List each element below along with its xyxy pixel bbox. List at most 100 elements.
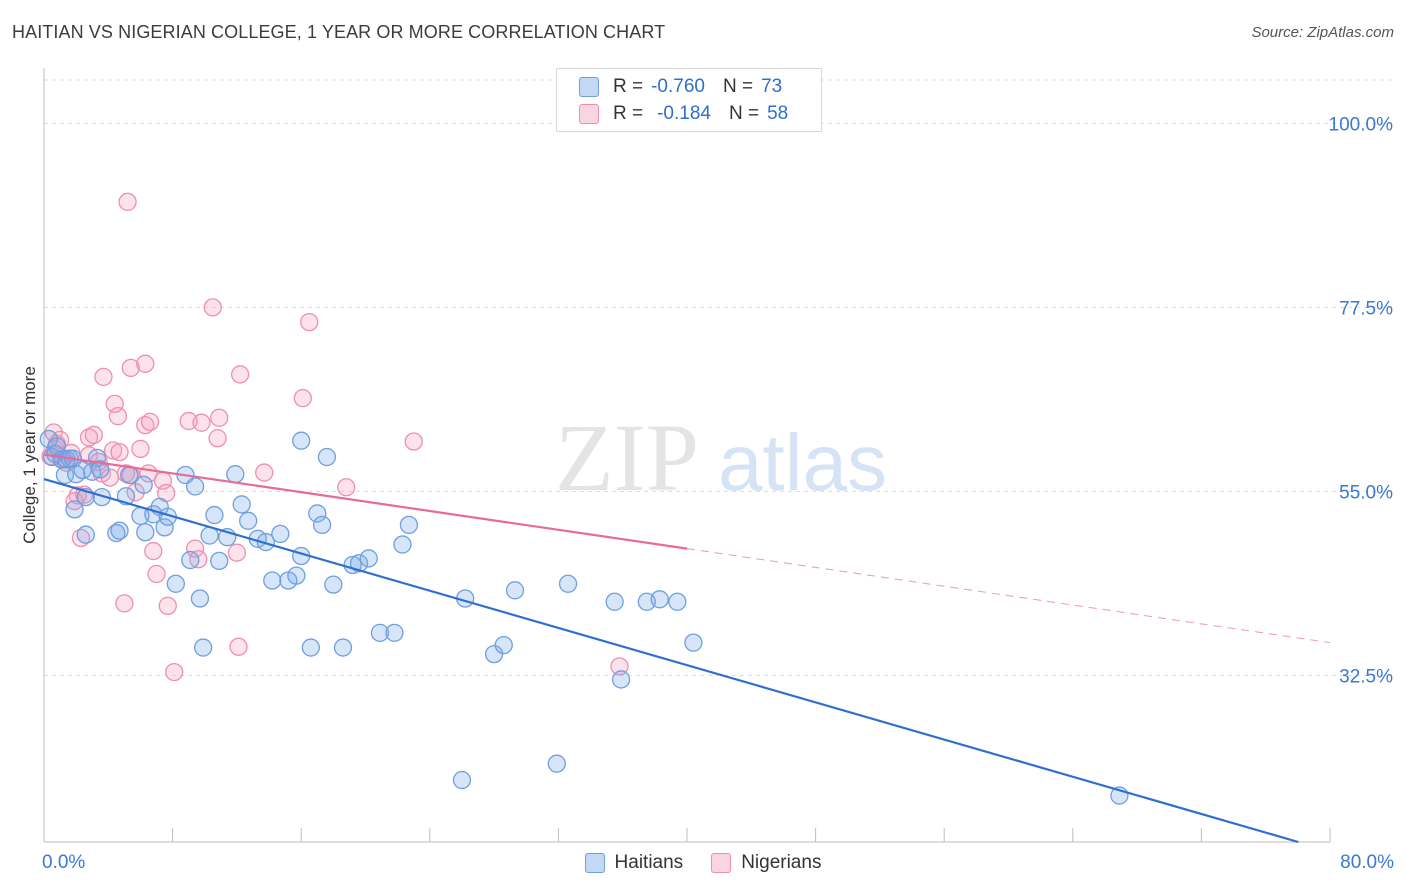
y-tick-label: 100.0% bbox=[1329, 114, 1394, 135]
y-tick-label: 32.5% bbox=[1339, 666, 1393, 687]
correlation-legend: R = -0.760 N = 73 R = -0.184 N = 58 bbox=[556, 68, 822, 132]
series-legend-nigerians: Nigerians bbox=[711, 852, 821, 874]
series-swatch-haitians bbox=[584, 853, 605, 873]
haitian-point bbox=[324, 575, 343, 594]
haitian-point bbox=[650, 590, 669, 609]
haitian-point bbox=[226, 465, 245, 484]
haitian-point bbox=[605, 592, 624, 611]
haitian-point bbox=[210, 551, 229, 571]
nigerian-point bbox=[230, 365, 250, 384]
nigerian-point bbox=[108, 406, 128, 426]
legend-n-label: N = bbox=[728, 103, 760, 124]
haitian-point bbox=[308, 504, 327, 523]
haitian-point bbox=[452, 770, 472, 790]
haitian-point bbox=[393, 535, 412, 554]
haitian-point bbox=[611, 670, 631, 689]
nigerian-point bbox=[165, 662, 184, 682]
nigerian-point bbox=[404, 432, 423, 451]
haitian-point bbox=[136, 523, 155, 542]
legend-n-label: N = bbox=[722, 76, 754, 97]
haitian-point bbox=[185, 477, 205, 496]
nigerian-point bbox=[192, 413, 211, 432]
y-tick-labels: 32.5% 55.0% 77.5% 100.0% bbox=[1329, 114, 1394, 687]
series-swatch-nigerians bbox=[711, 853, 732, 873]
haitian-point bbox=[317, 447, 337, 467]
watermark-zip: ZIP bbox=[555, 404, 699, 511]
nigerian-point bbox=[121, 358, 140, 378]
y-tick-label: 55.0% bbox=[1339, 482, 1393, 503]
legend-r-value: -0.760 bbox=[651, 76, 705, 97]
nigerian-point bbox=[227, 543, 247, 562]
nigerian-point bbox=[293, 388, 312, 408]
x-tick-label-min: 0.0% bbox=[42, 852, 86, 873]
y-tick-label: 77.5% bbox=[1339, 298, 1393, 319]
nigerian-point bbox=[185, 539, 205, 558]
haitian-point bbox=[232, 495, 251, 514]
nigerian-trend-extension bbox=[686, 548, 1331, 644]
nigerian-point bbox=[610, 657, 629, 676]
haitian-point bbox=[110, 521, 129, 540]
haitian-point bbox=[370, 623, 390, 642]
haitian-point bbox=[359, 549, 378, 568]
legend-row-nigerians: R = -0.184 N = 58 bbox=[579, 101, 788, 127]
series-legend: Haitians Nigerians bbox=[0, 852, 1406, 874]
legend-r-label: R = bbox=[613, 103, 644, 124]
x-tick-label-max: 80.0% bbox=[1340, 852, 1394, 873]
legend-r-value: -0.184 bbox=[657, 103, 711, 124]
haitian-point bbox=[494, 635, 513, 655]
haitian-point bbox=[91, 460, 110, 479]
haitian-point bbox=[349, 554, 369, 573]
series-label-haitians: Haitians bbox=[614, 852, 684, 873]
watermark-atlas: atlas bbox=[718, 418, 887, 507]
haitian-point bbox=[399, 515, 419, 535]
series-legend-haitians: Haitians bbox=[584, 852, 684, 874]
nigerian-point bbox=[229, 637, 248, 656]
haitian-point bbox=[547, 754, 566, 773]
nigerian-point bbox=[103, 441, 123, 460]
nigerian-trend-line bbox=[43, 453, 688, 550]
haitian-point bbox=[92, 487, 112, 507]
haitian-point bbox=[333, 638, 353, 657]
nigerian-point bbox=[255, 463, 274, 482]
haitian-point bbox=[292, 431, 311, 450]
haitian-point bbox=[120, 465, 139, 485]
nigerian-point bbox=[203, 298, 222, 317]
haitian-point bbox=[271, 524, 290, 544]
legend-r-label: R = bbox=[613, 76, 644, 97]
nigerian-point bbox=[84, 425, 103, 445]
legend-swatch-haitians bbox=[579, 77, 599, 97]
legend-row-haitians: R = -0.760 N = 73 bbox=[579, 74, 782, 100]
series-label-nigerians: Nigerians bbox=[741, 852, 822, 873]
nigerian-point bbox=[210, 408, 229, 427]
haitian-point bbox=[193, 638, 213, 657]
haitian-point bbox=[239, 511, 258, 530]
nigerian-point bbox=[147, 564, 166, 584]
nigerian-point bbox=[144, 541, 163, 561]
haitian-point bbox=[134, 475, 153, 494]
nigerian-point bbox=[94, 367, 113, 387]
haitian-point bbox=[190, 589, 210, 608]
nigerian-point bbox=[300, 312, 319, 332]
legend-n-value: 58 bbox=[767, 103, 789, 124]
haitian-point bbox=[668, 592, 687, 611]
nigerian-point bbox=[79, 428, 99, 447]
haitian-point bbox=[181, 550, 200, 570]
chart-source: Source: ZipAtlas.com bbox=[1251, 24, 1394, 41]
legend-swatch-nigerians bbox=[579, 104, 599, 124]
nigerian-point bbox=[131, 439, 150, 458]
legend-n-value: 73 bbox=[761, 76, 783, 97]
nigerian-point bbox=[140, 412, 160, 432]
haitian-point bbox=[65, 500, 84, 519]
chart-title: HAITIAN VS NIGERIAN COLLEGE, 1 YEAR OR M… bbox=[12, 22, 666, 42]
haitian-point bbox=[205, 505, 224, 525]
haitian-point bbox=[301, 638, 320, 657]
nigerian-point bbox=[208, 429, 227, 448]
nigerian-point bbox=[110, 442, 129, 462]
haitian-point bbox=[155, 518, 174, 537]
haitian-point bbox=[256, 532, 275, 552]
haitian-point bbox=[505, 581, 525, 600]
haitian-point bbox=[107, 523, 126, 543]
haitian-point bbox=[312, 515, 332, 535]
trend-layer bbox=[43, 453, 1331, 844]
